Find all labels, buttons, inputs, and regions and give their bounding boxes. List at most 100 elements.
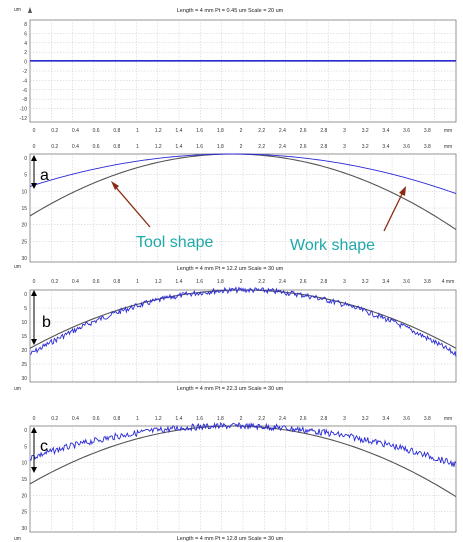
x-tick-label: 0.8 <box>113 279 120 285</box>
x-tick-label: 0 <box>33 128 36 134</box>
work-shape-annotation: Work shape <box>290 237 375 254</box>
x-tick-label: 2.8 <box>320 416 327 422</box>
panel-b-title: Length = 4 mm Pt = 12.2 um Scale = 30 um <box>177 266 284 272</box>
x-tick-label: 2.6 <box>300 128 307 134</box>
y-tick-label: 15 <box>21 477 27 483</box>
x-tick-label: 2.8 <box>320 144 327 150</box>
x-tick-label: 0.6 <box>93 279 100 285</box>
x-tick-label: 3.2 <box>362 416 369 422</box>
x-tick-label: 1.8 <box>217 144 224 150</box>
panel-c-title: Length = 4 mm Pt = 22.3 um Scale = 30 um <box>177 386 284 392</box>
y-tick-label: 5 <box>24 306 27 312</box>
tool-shape-arrow-line <box>112 183 151 228</box>
y-tick-label: 0 <box>24 428 27 434</box>
x-tick-label: 0.4 <box>72 279 79 285</box>
x-tick-label: 3.6 <box>403 144 410 150</box>
y-tick-label: -6 <box>23 88 28 94</box>
x-tick-label: 3.6 <box>403 279 410 285</box>
x-tick-label: 1.6 <box>196 128 203 134</box>
x-tick-label: 1.8 <box>217 128 224 134</box>
panel-b-dimension-arrow-up-icon <box>31 290 37 296</box>
y-tick-label: -8 <box>23 97 28 103</box>
x-tick-label: 2.4 <box>279 144 286 150</box>
panel-flat-y-ticks: 8 6 4 2 0 -2 -4 -6 -8 -10 -12 <box>20 22 27 122</box>
y-tick-label: -2 <box>23 69 28 75</box>
y-tick-label: 5 <box>24 173 27 179</box>
panel-b-grid <box>30 290 456 382</box>
x-tick-label: 3.2 <box>362 279 369 285</box>
panel-c-dimension-arrow-up-icon <box>31 427 37 433</box>
x-tick-label: mm <box>444 128 452 134</box>
x-tick-label: 3 <box>343 416 346 422</box>
panel-a-x-ticks: 0 0.2 0.4 0.6 0.8 1 1.2 1.4 1.6 1.8 2 2.2 2.4 2.6 2.8 3… <box>33 144 453 150</box>
y-tick-label: 20 <box>21 223 27 229</box>
y-tick-label: 15 <box>21 206 27 212</box>
x-tick-label: 1.4 <box>175 128 182 134</box>
x-tick-label: 1.2 <box>155 144 162 150</box>
x-tick-label: 3.8 <box>424 416 431 422</box>
x-tick-label: 3 <box>343 279 346 285</box>
panel-a-dimension-arrow-up-icon <box>31 155 37 161</box>
x-tick-label: 0.8 <box>113 128 120 134</box>
work-shape-curve <box>29 286 457 358</box>
panel-b-y-ticks: 0 5 10 15 20 25 30 <box>21 292 27 382</box>
x-tick-label: 0.2 <box>51 128 58 134</box>
x-tick-label: 2.6 <box>300 279 307 285</box>
x-tick-label: 3.8 <box>424 128 431 134</box>
x-tick-label: 2.2 <box>258 416 265 422</box>
x-tick-label: 3.8 <box>424 144 431 150</box>
y-tick-label: 25 <box>21 362 27 368</box>
x-tick-label: 3.4 <box>382 144 389 150</box>
x-tick-label: 3.2 <box>362 144 369 150</box>
x-tick-label: 1.8 <box>217 416 224 422</box>
footer-title: Length = 4 mm Pt = 12.8 um Scale = 30 um <box>177 536 284 542</box>
x-tick-label: 4 mm <box>442 279 455 285</box>
panel-flat-title: Length = 4 mm Pt = 0.45 um Scale = 20 um <box>177 8 284 14</box>
panel-b-dimension-arrow-down-icon <box>31 339 37 345</box>
x-tick-label: 1.4 <box>175 279 182 285</box>
panel-a-dimension-arrow-down-icon <box>31 183 37 189</box>
panel-a-grid <box>30 154 456 262</box>
panel-a: 0 5 10 15 20 25 30 0 0.2 0.4 0.6 0.8 1 1.2 1.4 1.6 1.8 2… <box>21 144 457 263</box>
x-tick-label: 3 <box>343 144 346 150</box>
x-tick-label: 0.6 <box>93 144 100 150</box>
x-tick-label: 1 <box>136 144 139 150</box>
footer-y-unit: um <box>14 536 21 542</box>
x-tick-label: mm <box>444 416 452 422</box>
panel-b-series <box>29 286 457 358</box>
panel-flat-y-unit: um <box>14 7 21 13</box>
y-tick-label: 30 <box>21 526 27 532</box>
x-tick-label: 1.6 <box>196 144 203 150</box>
x-tick-label: 1.2 <box>155 128 162 134</box>
y-tick-label: 15 <box>21 334 27 340</box>
x-tick-label: 1.4 <box>175 416 182 422</box>
x-tick-label: 0.2 <box>51 279 58 285</box>
x-tick-label: 0.8 <box>113 144 120 150</box>
y-tick-label: -10 <box>20 107 27 113</box>
y-tick-label: 20 <box>21 493 27 499</box>
x-tick-label: 2.2 <box>258 128 265 134</box>
x-tick-label: 0.4 <box>72 144 79 150</box>
panel-b: Length = 4 mm Pt = 12.2 um Scale = 30 um… <box>14 264 457 383</box>
x-tick-label: 2.4 <box>279 128 286 134</box>
y-tick-label: 6 <box>24 31 27 37</box>
panel-c-y-ticks: 0 5 10 15 20 25 30 <box>21 428 27 532</box>
x-tick-label: 2.6 <box>300 144 307 150</box>
y-tick-label: 25 <box>21 239 27 245</box>
x-tick-label: 0.4 <box>72 128 79 134</box>
panel-c-y-unit: um <box>14 386 21 392</box>
x-tick-label: 1.2 <box>155 279 162 285</box>
x-tick-label: 3.2 <box>362 128 369 134</box>
y-tick-label: 20 <box>21 348 27 354</box>
panel-c-x-ticks: 0 0.2 0.4 0.6 0.8 1 1.2 1.4 1.6 1.8 2 2.2 2.4 2.6 2.8 3… <box>33 416 453 422</box>
x-tick-label: 2.4 <box>279 279 286 285</box>
x-tick-label: 0.6 <box>93 416 100 422</box>
x-tick-label: 0.8 <box>113 416 120 422</box>
y-tick-label: 4 <box>24 41 27 47</box>
x-tick-label: 2.8 <box>320 128 327 134</box>
panel-flat-x-ticks: 0 0.2 0.4 0.6 0.8 1 1.2 1.4 1.6 1.8 2 2.2 2.4 2.6 2.8 3… <box>33 128 453 134</box>
work-shape-curve <box>29 421 457 467</box>
y-tick-label: 10 <box>21 461 27 467</box>
x-tick-label: mm <box>444 144 452 150</box>
x-tick-label: 2.2 <box>258 279 265 285</box>
